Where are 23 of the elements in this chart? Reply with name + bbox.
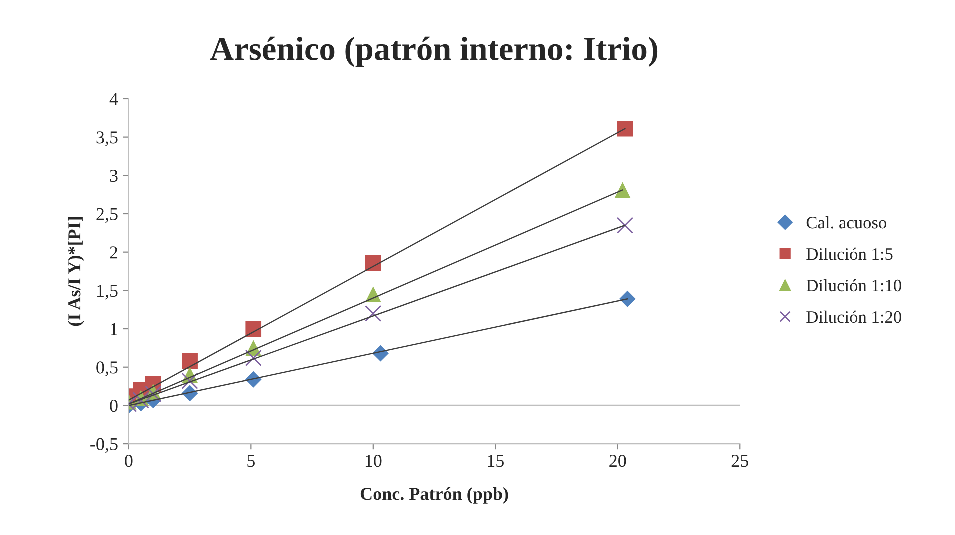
chart-title: Arsénico (patrón interno: Itrio) [210, 36, 658, 68]
legend-label: Dilución 1:5 [806, 248, 893, 260]
y-axis-title: (I As/I Y)*[PI] [68, 218, 84, 326]
y-tick-label: 4 [110, 93, 118, 106]
y-tick-label: 0 [110, 400, 118, 412]
y-tick-label: 1 [111, 323, 118, 336]
y-tick-label: 2 [110, 246, 118, 259]
legend-label: Dilución 1:10 [806, 279, 902, 292]
legend-label: Dilución 1:20 [806, 310, 902, 324]
x-tick-label: 0 [125, 454, 133, 468]
x-tick-label: 25 [732, 455, 748, 468]
x-tick-label: 15 [488, 455, 504, 468]
y-tick-label: 2,5 [96, 208, 118, 224]
y-tick-label: 3 [110, 170, 118, 182]
x-tick-label: 10 [366, 454, 382, 468]
x-axis-title: Conc. Patrón (ppb) [360, 488, 508, 504]
y-tick-label: 1,5 [98, 285, 118, 300]
y-tick-label: -0,5 [90, 438, 118, 454]
y-tick-label: 0,5 [96, 362, 118, 376]
y-tick-label: 3,5 [96, 132, 118, 146]
legend-label: Cal. acuoso [806, 216, 887, 229]
x-tick-label: 5 [248, 455, 255, 468]
x-tick-label: 20 [610, 454, 626, 468]
